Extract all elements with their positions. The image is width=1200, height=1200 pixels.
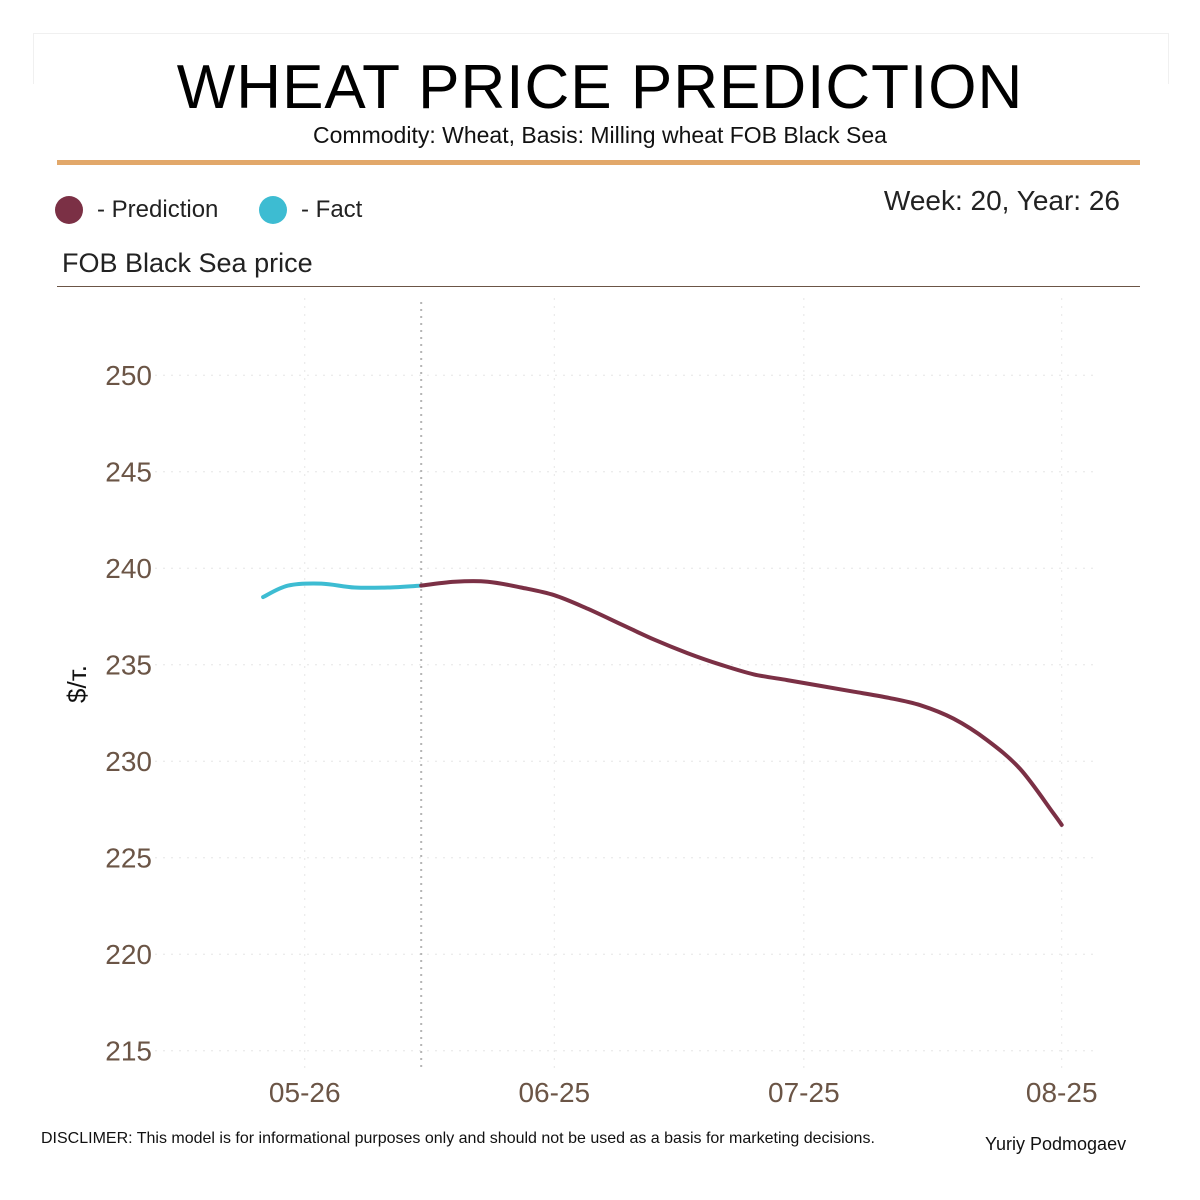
author-credit: Yuriy Podmogaev <box>985 1134 1127 1154</box>
series <box>261 579 1064 827</box>
x-tick-label: 08-25 <box>1026 1077 1098 1108</box>
y-tick-label: 220 <box>105 939 152 970</box>
grid <box>155 298 1095 1070</box>
title-frame <box>33 33 1169 84</box>
y-tick-label: 245 <box>105 457 152 488</box>
legend-label-prediction: - Prediction <box>97 196 219 223</box>
page-subtitle: Commodity: Wheat, Basis: Milling wheat F… <box>313 122 887 148</box>
y-tick-label: 235 <box>105 650 152 681</box>
y-axis-label: $/т. <box>62 665 92 703</box>
x-tick-label: 05-26 <box>269 1077 341 1108</box>
axes: 215 220 225 230 235 240 245 250 05-26 06-25 07-25 0… <box>62 360 1098 1108</box>
panel-title: FOB Black Sea price <box>62 248 313 278</box>
week-label: Week: 20, Year: 26 <box>883 185 1120 216</box>
page-title: WHEAT PRICE PREDICTION <box>176 53 1024 122</box>
y-tick-label: 250 <box>105 360 152 391</box>
legend-item-prediction: - Prediction <box>55 196 218 224</box>
legend-item-fact: - Fact <box>259 196 362 224</box>
accent-divider <box>57 160 1140 165</box>
x-tick-label: 06-25 <box>518 1077 590 1108</box>
x-tick-label: 07-25 <box>768 1077 840 1108</box>
legend-label-fact: - Fact <box>301 196 363 223</box>
fact-legend-dot <box>259 196 287 224</box>
prediction-legend-dot <box>55 196 83 224</box>
disclaimer-text: DISCLIMER: This model is for information… <box>41 1130 875 1147</box>
y-tick-label: 240 <box>105 553 152 584</box>
panel-divider <box>57 286 1140 287</box>
y-tick-label: 215 <box>105 1036 152 1067</box>
series-line-fact <box>261 581 424 600</box>
y-tick-label: 230 <box>105 746 152 777</box>
y-tick-label: 225 <box>105 843 152 874</box>
series-line-prediction <box>419 579 1064 827</box>
